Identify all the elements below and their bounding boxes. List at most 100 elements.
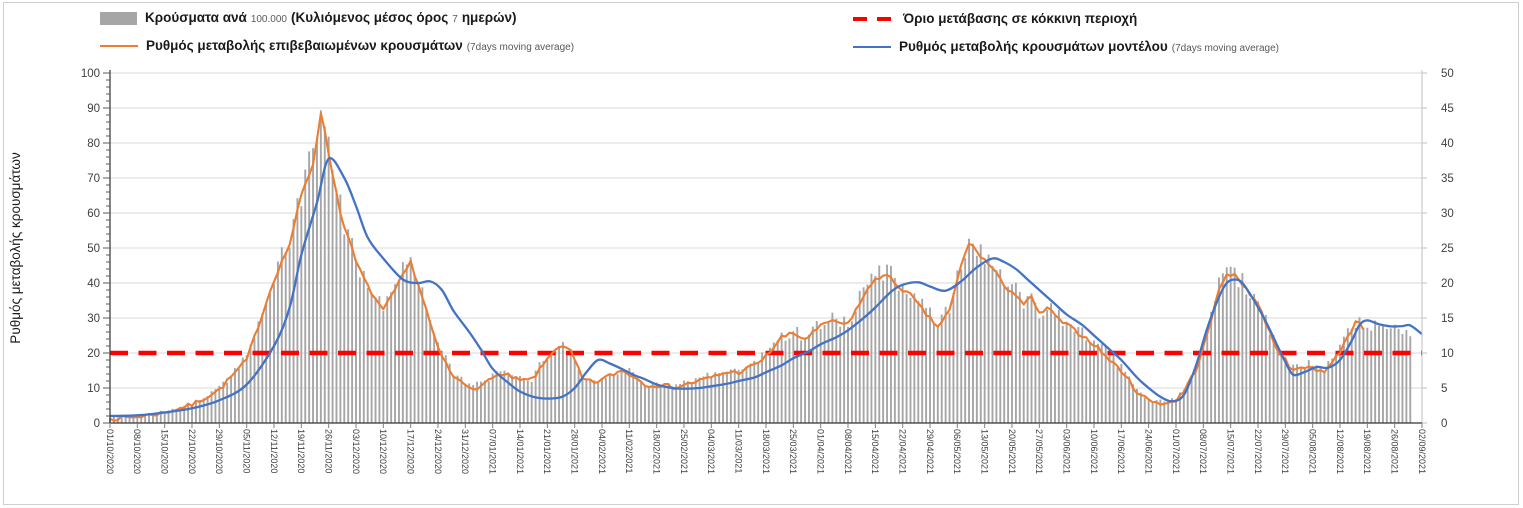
x-axis-label: 06/05/2021 bbox=[952, 429, 962, 474]
bar bbox=[511, 375, 514, 423]
x-axis-label-text: 04/03/2021 bbox=[706, 429, 716, 474]
bar bbox=[1202, 341, 1205, 423]
bar bbox=[1292, 364, 1295, 423]
bar bbox=[1014, 282, 1017, 423]
bar bbox=[659, 387, 662, 423]
bar bbox=[874, 276, 877, 423]
bar bbox=[722, 372, 724, 423]
bar bbox=[421, 287, 424, 423]
bar bbox=[374, 297, 377, 423]
y-axis-left-label: 30 bbox=[87, 313, 100, 325]
x-axis-label: 17/06/2021 bbox=[1116, 429, 1126, 474]
bar bbox=[991, 265, 994, 423]
bar bbox=[772, 342, 775, 423]
bar bbox=[1401, 333, 1404, 423]
bar bbox=[999, 269, 1002, 423]
bar bbox=[136, 416, 139, 423]
bar bbox=[624, 370, 627, 423]
bar bbox=[1042, 315, 1045, 423]
bar bbox=[218, 385, 221, 423]
legend-item-red-threshold: Όριο μετάβασης σε κόκκινη περιοχή bbox=[853, 10, 1137, 28]
x-axis-label-text: 17/06/2021 bbox=[1116, 429, 1126, 474]
bar bbox=[1397, 328, 1400, 423]
x-axis-label-text: 13/05/2021 bbox=[980, 429, 990, 474]
bar bbox=[179, 409, 182, 423]
x-axis-label-text: 08/04/2021 bbox=[843, 429, 853, 474]
x-axis-label-text: 10/12/2020 bbox=[378, 429, 388, 474]
bar bbox=[222, 381, 225, 423]
bar bbox=[1276, 345, 1279, 423]
x-axis-label-text: 02/09/2021 bbox=[1417, 429, 1427, 474]
bar bbox=[636, 375, 639, 423]
bar bbox=[370, 292, 373, 423]
bar bbox=[1116, 367, 1119, 423]
bar bbox=[808, 334, 810, 423]
bar bbox=[1085, 340, 1088, 423]
bar bbox=[550, 354, 553, 423]
bar bbox=[663, 386, 666, 423]
bar bbox=[1214, 300, 1216, 423]
bar bbox=[964, 258, 967, 423]
bar bbox=[823, 324, 826, 423]
bar bbox=[796, 326, 799, 423]
x-axis-label: 05/08/2021 bbox=[1308, 429, 1318, 474]
legend-label-model-rate: Ρυθμός μεταβολής κρουσμάτων μοντέλου (7da… bbox=[899, 39, 1280, 54]
bar bbox=[276, 261, 279, 423]
bar bbox=[960, 269, 963, 423]
x-axis-label-text: 15/07/2021 bbox=[1226, 429, 1236, 474]
x-axis-label-text: 11/02/2021 bbox=[624, 429, 634, 473]
x-axis-label: 28/01/2021 bbox=[570, 429, 580, 474]
bar bbox=[913, 293, 916, 423]
bar bbox=[651, 382, 654, 423]
bar bbox=[1405, 330, 1408, 423]
bar bbox=[589, 379, 592, 423]
bar bbox=[1022, 308, 1025, 423]
y-axis-right-label: 30 bbox=[1441, 208, 1454, 220]
bar bbox=[1218, 277, 1220, 423]
y-axis-right-label: 35 bbox=[1441, 173, 1454, 185]
y-axis-right-label: 5 bbox=[1441, 383, 1447, 395]
bar bbox=[679, 383, 682, 423]
bar bbox=[1233, 267, 1236, 423]
bar bbox=[983, 264, 986, 423]
bar bbox=[1358, 317, 1361, 423]
bar bbox=[612, 374, 615, 423]
bar bbox=[483, 380, 486, 423]
bar bbox=[890, 265, 892, 423]
bar bbox=[519, 376, 521, 423]
bar bbox=[757, 362, 760, 423]
bar bbox=[323, 126, 326, 424]
bar bbox=[1260, 313, 1263, 423]
x-axis-label-text: 19/08/2021 bbox=[1362, 429, 1372, 474]
x-axis-label-text: 26/08/2021 bbox=[1390, 429, 1400, 474]
bar bbox=[292, 219, 295, 423]
bar bbox=[987, 254, 990, 423]
bar bbox=[585, 379, 588, 423]
bar bbox=[499, 371, 502, 423]
bar bbox=[780, 332, 783, 423]
bar bbox=[972, 243, 974, 423]
bar bbox=[761, 352, 764, 423]
bar bbox=[1093, 340, 1095, 423]
bar bbox=[202, 398, 205, 423]
bar bbox=[893, 277, 896, 423]
bar bbox=[593, 380, 596, 423]
bar bbox=[956, 270, 959, 423]
bar bbox=[1335, 353, 1338, 423]
bar bbox=[296, 198, 299, 423]
y-axis-right-label: 45 bbox=[1441, 103, 1454, 115]
bar bbox=[155, 414, 158, 423]
legend-label-red-threshold: Όριο μετάβασης σε κόκκινη περιοχή bbox=[903, 11, 1138, 26]
y-axis-left-label: 100 bbox=[81, 68, 100, 80]
bar bbox=[1104, 346, 1107, 423]
y-axis-left-label: 20 bbox=[87, 348, 100, 360]
bar bbox=[811, 326, 814, 423]
bar bbox=[234, 368, 236, 423]
bar bbox=[1229, 266, 1232, 423]
bar bbox=[312, 148, 314, 423]
bar bbox=[347, 229, 350, 423]
bar bbox=[1073, 331, 1076, 423]
bar bbox=[120, 416, 123, 423]
bar bbox=[1366, 327, 1369, 423]
